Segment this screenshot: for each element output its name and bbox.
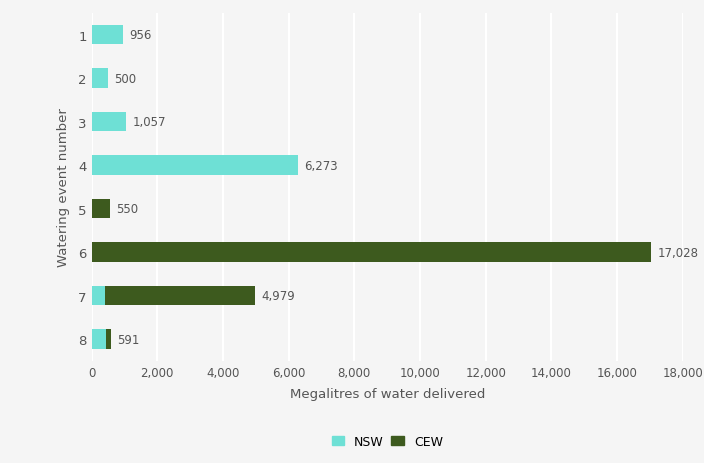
- Bar: [105, 286, 255, 306]
- Text: 591: 591: [118, 333, 140, 346]
- Text: 4,979: 4,979: [262, 289, 296, 302]
- Bar: [106, 330, 111, 349]
- Text: 500: 500: [115, 73, 137, 86]
- Bar: [92, 69, 108, 89]
- Bar: [92, 330, 106, 349]
- Text: 6,273: 6,273: [304, 159, 338, 172]
- Bar: [92, 113, 126, 132]
- Bar: [92, 26, 123, 45]
- Legend: NSW, CEW: NSW, CEW: [327, 430, 448, 453]
- Bar: [92, 286, 105, 306]
- Text: 956: 956: [130, 29, 152, 42]
- Bar: [92, 200, 110, 219]
- Bar: [92, 156, 298, 175]
- Text: 1,057: 1,057: [133, 116, 166, 129]
- Y-axis label: Watering event number: Watering event number: [57, 108, 70, 267]
- Text: 17,028: 17,028: [658, 246, 698, 259]
- Bar: [92, 243, 651, 263]
- X-axis label: Megalitres of water delivered: Megalitres of water delivered: [289, 387, 485, 400]
- Text: 550: 550: [116, 203, 138, 216]
